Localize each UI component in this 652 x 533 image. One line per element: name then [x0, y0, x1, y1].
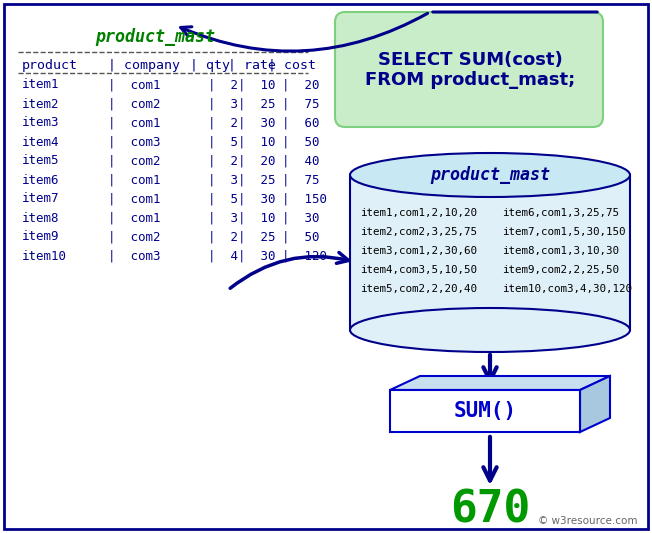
Text: |  75: | 75: [282, 174, 319, 187]
Text: item3,com1,2,30,60: item3,com1,2,30,60: [360, 246, 477, 256]
Text: |  10: | 10: [238, 135, 276, 149]
Ellipse shape: [350, 308, 630, 352]
Text: | cost: | cost: [268, 59, 316, 71]
Text: |  10: | 10: [238, 212, 276, 224]
Text: |  com1: | com1: [108, 212, 160, 224]
Text: |  25: | 25: [238, 230, 276, 244]
Text: |  30: | 30: [282, 212, 319, 224]
Text: |  30: | 30: [238, 117, 276, 130]
Text: 670: 670: [450, 489, 530, 531]
Text: product_mast: product_mast: [95, 28, 215, 46]
Text: |  com1: | com1: [108, 192, 160, 206]
Text: |  com1: | com1: [108, 117, 160, 130]
Text: SELECT SUM(cost)
FROM product_mast;: SELECT SUM(cost) FROM product_mast;: [365, 51, 575, 90]
Text: item8,com1,3,10,30: item8,com1,3,10,30: [502, 246, 619, 256]
Text: © w3resource.com: © w3resource.com: [539, 516, 638, 526]
Text: |  com2: | com2: [108, 98, 160, 110]
Text: |  150: | 150: [282, 192, 327, 206]
Text: |  com2: | com2: [108, 230, 160, 244]
Text: item5: item5: [22, 155, 59, 167]
Text: |  com2: | com2: [108, 155, 160, 167]
Text: item4,com3,5,10,50: item4,com3,5,10,50: [360, 265, 477, 275]
Text: item1: item1: [22, 78, 59, 92]
Text: |  20: | 20: [238, 155, 276, 167]
Text: item2,com2,3,25,75: item2,com2,3,25,75: [360, 227, 477, 237]
FancyBboxPatch shape: [350, 175, 630, 330]
Text: |  120: | 120: [282, 249, 327, 262]
Text: |  25: | 25: [238, 98, 276, 110]
Text: item9: item9: [22, 230, 59, 244]
Text: |  25: | 25: [238, 174, 276, 187]
Text: item6: item6: [22, 174, 59, 187]
Text: |  com3: | com3: [108, 249, 160, 262]
Text: |  3: | 3: [208, 98, 238, 110]
Text: |  30: | 30: [238, 249, 276, 262]
Text: item7,com1,5,30,150: item7,com1,5,30,150: [502, 227, 625, 237]
FancyBboxPatch shape: [390, 390, 580, 432]
Text: | rate: | rate: [228, 59, 276, 71]
Text: |  2: | 2: [208, 117, 238, 130]
Text: item2: item2: [22, 98, 59, 110]
Text: item1,com1,2,10,20: item1,com1,2,10,20: [360, 208, 477, 218]
Text: |  40: | 40: [282, 155, 319, 167]
Text: |  5: | 5: [208, 192, 238, 206]
Text: item4: item4: [22, 135, 59, 149]
Text: | qty: | qty: [190, 59, 230, 71]
Text: |  50: | 50: [282, 230, 319, 244]
Text: |  60: | 60: [282, 117, 319, 130]
Text: |  10: | 10: [238, 78, 276, 92]
Text: item6,com1,3,25,75: item6,com1,3,25,75: [502, 208, 619, 218]
Text: product_mast: product_mast: [430, 166, 550, 184]
Text: item7: item7: [22, 192, 59, 206]
Text: SUM(): SUM(): [453, 401, 516, 421]
Text: |  75: | 75: [282, 98, 319, 110]
Text: item5,com2,2,20,40: item5,com2,2,20,40: [360, 284, 477, 294]
Text: item10: item10: [22, 249, 67, 262]
Text: | company: | company: [108, 59, 180, 71]
Text: |  50: | 50: [282, 135, 319, 149]
Text: |  3: | 3: [208, 212, 238, 224]
Text: |  2: | 2: [208, 230, 238, 244]
Text: item9,com2,2,25,50: item9,com2,2,25,50: [502, 265, 619, 275]
Text: |  30: | 30: [238, 192, 276, 206]
Ellipse shape: [350, 153, 630, 197]
Polygon shape: [390, 376, 610, 390]
Polygon shape: [580, 376, 610, 432]
Text: item10,com3,4,30,120: item10,com3,4,30,120: [502, 284, 632, 294]
Text: |  5: | 5: [208, 135, 238, 149]
Text: |  3: | 3: [208, 174, 238, 187]
Text: |  2: | 2: [208, 78, 238, 92]
FancyBboxPatch shape: [335, 12, 603, 127]
Text: item8: item8: [22, 212, 59, 224]
Text: |  2: | 2: [208, 155, 238, 167]
Text: |  com1: | com1: [108, 174, 160, 187]
Text: |  20: | 20: [282, 78, 319, 92]
Text: |  com1: | com1: [108, 78, 160, 92]
Text: product: product: [22, 59, 78, 71]
Text: item3: item3: [22, 117, 59, 130]
Text: |  4: | 4: [208, 249, 238, 262]
Text: |  com3: | com3: [108, 135, 160, 149]
